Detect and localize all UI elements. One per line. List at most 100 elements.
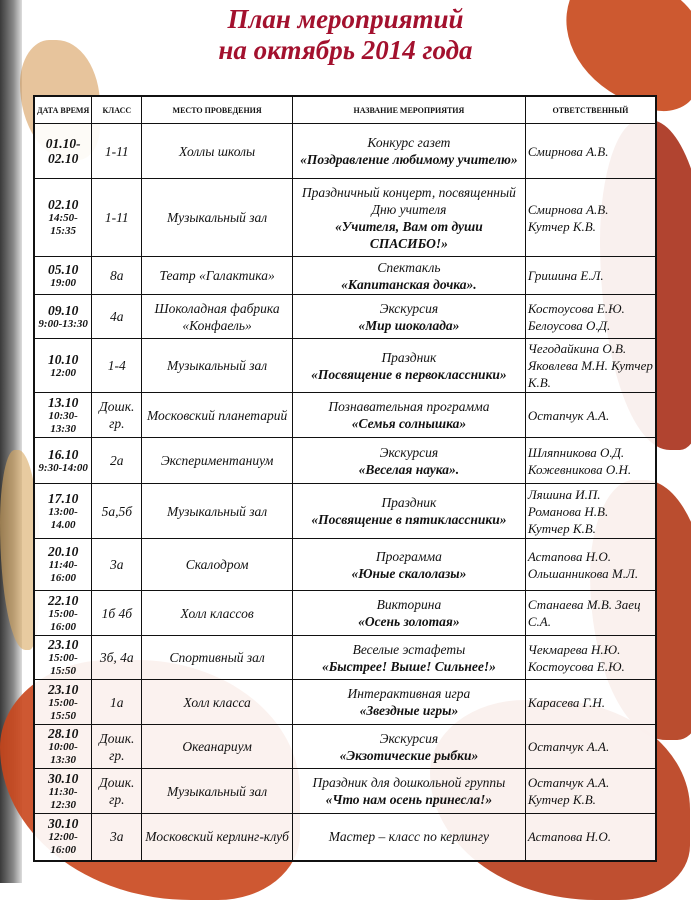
date-cell: 30.10 12:00-16:00 (33, 813, 93, 861)
date: 20.10 (47, 544, 79, 559)
class-cell: 2а (91, 437, 143, 484)
table-row: 20.10 11:40-16:00 3а Скалодром Программа «Юны… (33, 538, 657, 591)
event-type: Экскурсия (379, 444, 439, 460)
event-type: Экскурсия (379, 300, 439, 316)
date: 02.10 (47, 197, 79, 212)
responsible-cell: Шляпникова О.Д. Кожевникова О.Н. (524, 437, 657, 484)
table-row: 16.10 9:30-14:00 2а Экспериментаниум Экскурс… (33, 437, 657, 484)
event-cell: Программа «Юные скалолазы» (291, 538, 526, 591)
event-name: «Мир шоколада» (358, 317, 460, 333)
event-cell: Конкурс газет «Поздравление любимому учит… (291, 123, 526, 179)
table-row: 01.10-02.10 1-11 Холлы школы Конкурс газет «… (33, 123, 657, 179)
event-cell: Экскурсия «Мир шоколада» (291, 294, 526, 339)
date: 30.10 (47, 816, 79, 832)
table-row: 17.10 13:00-14.00 5а,5б Музыкальный зал Праз… (33, 483, 657, 539)
date: 17.10 (47, 490, 79, 506)
responsible-cell: Смирнова А.В. (524, 123, 657, 179)
date-cell: 23.10 15:00-15:50 (33, 679, 93, 725)
place-cell: Шоколадная фабрика «Конфаель» (141, 294, 293, 339)
table-row: 23.10 15:00-15:50 3б, 4а Спортивный зал Весе… (33, 635, 657, 680)
event-name: «Быстрее! Выше! Сильнее!» (321, 658, 496, 674)
table-row: 02.10 14:50-15:35 1-11 Музыкальный зал Празд… (33, 178, 657, 257)
event-cell: Веселые эстафеты «Быстрее! Выше! Сильнее!… (291, 635, 526, 680)
event-name: «Осень золотая» (358, 614, 460, 629)
date: 22.10 (47, 592, 79, 608)
event-cell: Экскурсия «Веселая наука». (291, 437, 526, 484)
event-cell: Мастер – класс по керлингу (291, 813, 526, 861)
event-cell: Викторина «Осень золотая» (291, 590, 526, 636)
table-row: 10.10 12:00 1-4 Музыкальный зал Праздник «Пос… (33, 338, 657, 393)
table-row: 05.10 19:00 8а Театр «Галактика» Спектакль «К… (33, 256, 657, 295)
event-cell: Интерактивная игра «Звездные игры» (291, 679, 526, 725)
date-cell: 28.10 10:00-13:30 (33, 724, 93, 769)
time: 12:00 (50, 366, 76, 379)
date: 16.10 (47, 446, 79, 462)
event-type: Веселые эстафеты (352, 641, 466, 657)
time: 15:00-15:50 (48, 696, 78, 722)
table-row: 13.10 10:30-13:30 Дошк. гр. Московский план… (33, 392, 657, 438)
class-cell: 3а (91, 813, 143, 861)
date-cell: 01.10-02.10 (33, 123, 93, 179)
date-cell: 16.10 9:30-14:00 (33, 437, 93, 484)
event-name: «Капитанская дочка». (341, 276, 477, 292)
header-event: НАЗВАНИЕ МЕРОПРИЯТИЯ (291, 95, 526, 124)
date-cell: 13.10 10:30-13:30 (33, 392, 93, 438)
event-cell: Познавательная программа «Семья солнышка» (291, 392, 526, 438)
date-cell: 20.10 11:40-16:00 (33, 538, 93, 591)
event-type: Праздничный концерт, посвященный Дню учи… (301, 184, 516, 217)
event-name: «Посвящение в первоклассники» (311, 366, 507, 382)
event-name: «Учителя, Вам от души СПАСИБО!» (335, 218, 483, 251)
class-cell: 3а (91, 538, 143, 591)
title-line-2: на октябрь 2014 года (218, 35, 473, 65)
event-name: «Юные скалолазы» (351, 565, 467, 581)
place-cell: Московский планетарий (141, 392, 293, 438)
event-cell: Праздник «Посвящение в первоклассники» (291, 338, 526, 393)
responsible-cell: Чегодайкина О.В. Яковлева М.Н. Кутчер К.… (524, 338, 657, 393)
page-shadow (0, 0, 22, 883)
event-name: «Семья солнышка» (351, 416, 467, 431)
event-name: «Поздравление любимому учителю» (300, 152, 518, 167)
date: 01.10-02.10 (45, 136, 81, 166)
event-type: Праздник (381, 495, 437, 510)
event-cell: Праздник для дошкольной группы «Что нам о… (291, 768, 526, 814)
class-cell: 4а (91, 294, 143, 339)
class-cell: 1б 4б (91, 590, 143, 636)
event-name: «Посвящение в пятиклассники» (311, 512, 507, 527)
header-responsible: ОТВЕТСТВЕННЫЙ (524, 95, 657, 124)
event-type: Программа (375, 548, 442, 564)
event-type: Спектакль (377, 259, 441, 275)
time: 10:30-13:30 (48, 409, 78, 435)
place-cell: Музыкальный зал (141, 178, 293, 257)
time: 10:00-13:30 (48, 741, 78, 766)
class-cell: 5а,5б (91, 483, 143, 539)
event-type: Мастер – класс по керлингу (328, 829, 490, 845)
place-cell: Холлы школы (141, 123, 293, 179)
date-cell: 10.10 12:00 (33, 338, 93, 393)
place-cell: Холл классов (141, 590, 293, 636)
header-place: МЕСТО ПРОВЕДЕНИЯ (141, 95, 293, 124)
event-type: Познавательная программа (328, 399, 490, 414)
title-line-1: План мероприятий (227, 4, 464, 34)
responsible-cell: Ляшина И.П. Романова Н.В. Кутчер К.В. (524, 483, 657, 539)
date: 13.10 (47, 394, 79, 410)
date: 28.10 (47, 726, 79, 741)
event-name: «Экзотические рыбки» (339, 747, 479, 763)
class-cell: 1-11 (91, 123, 143, 179)
responsible-cell: Станаева М.В. Заец С.А. (524, 590, 657, 636)
responsible-cell: Карасева Г.Н. (524, 679, 657, 725)
event-cell: Экскурсия «Экзотические рыбки» (291, 724, 526, 769)
date: 05.10 (47, 261, 79, 277)
event-cell: Праздничный концерт, посвященный Дню учи… (291, 178, 526, 257)
event-cell: Праздник «Посвящение в пятиклассники» (291, 483, 526, 539)
time: 12:00-16:00 (48, 831, 78, 857)
date-cell: 30.10 11:30-12:30 (33, 768, 93, 814)
responsible-cell: Астапова Н.О. Ольшанникова М.Л. (524, 538, 657, 591)
responsible-cell: Остапчук А.А. (524, 392, 657, 438)
date-cell: 17.10 13:00-14.00 (33, 483, 93, 539)
header-date: ДАТА ВРЕМЯ (33, 95, 93, 124)
date: 30.10 (47, 770, 79, 786)
date-cell: 05.10 19:00 (33, 256, 93, 295)
class-cell: Дошк. гр. (91, 724, 143, 769)
event-name: «Веселая наука». (358, 461, 460, 477)
time: 11:30-12:30 (48, 785, 78, 811)
